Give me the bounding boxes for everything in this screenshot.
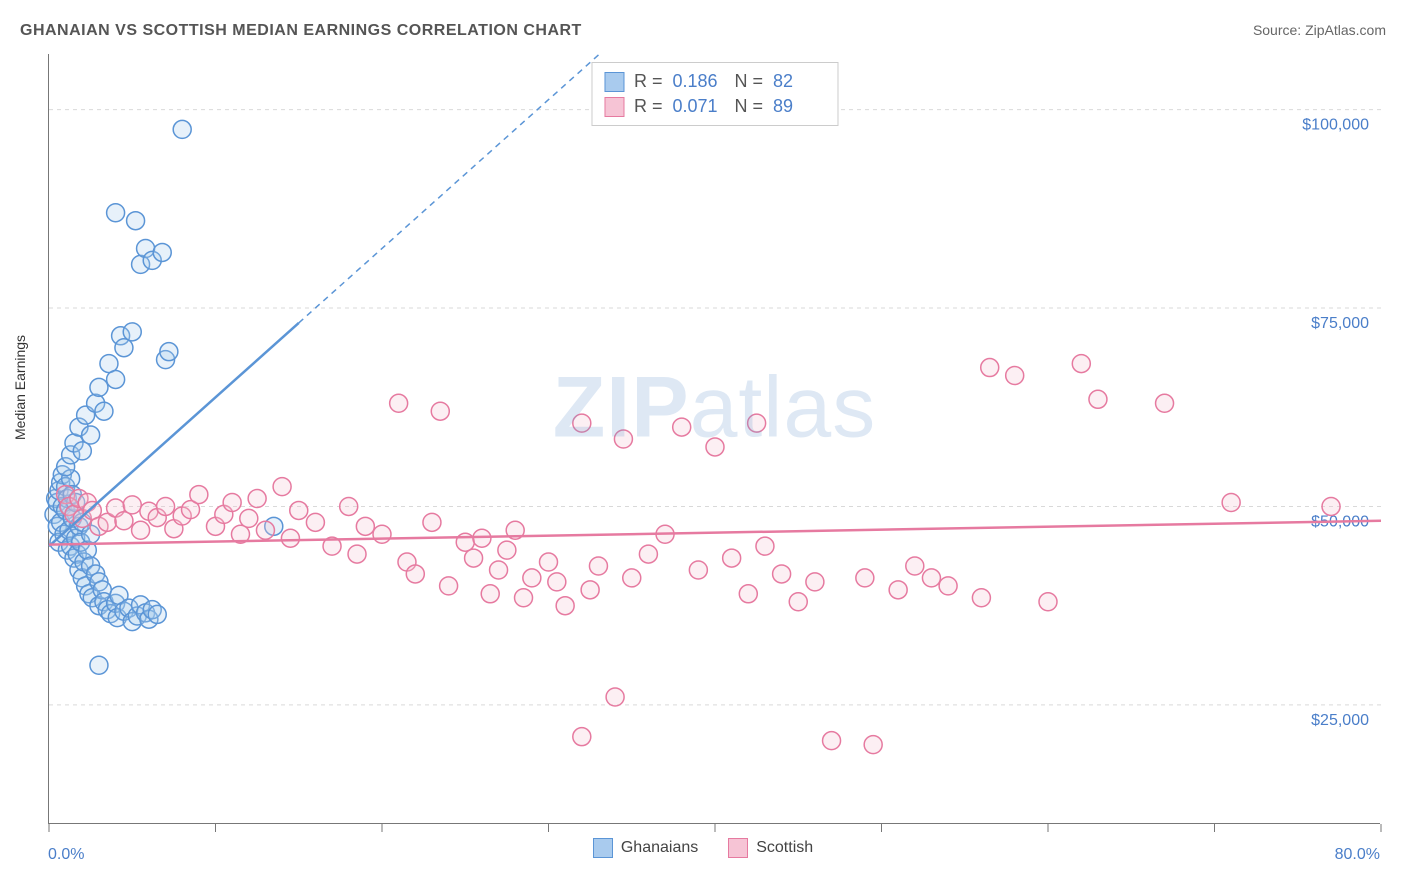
legend-swatch [604, 72, 624, 92]
chart-header: GHANAIAN VS SCOTTISH MEDIAN EARNINGS COR… [20, 22, 1386, 40]
plot-area: ZIPatlas $25,000$50,000$75,000$100,000 R… [48, 54, 1380, 824]
legend-label: Ghanaians [621, 839, 698, 857]
r-label: R = [634, 71, 663, 92]
chart-source: Source: ZipAtlas.com [1253, 22, 1386, 38]
legend-swatch [604, 97, 624, 117]
legend-swatch [728, 838, 748, 858]
correlation-legend: R = 0.186 N = 82 R = 0.071 N = 89 [591, 62, 838, 126]
legend-item: Ghanaians [593, 838, 698, 858]
n-label: N = [735, 96, 764, 117]
correlation-legend-row: R = 0.186 N = 82 [604, 69, 825, 94]
y-axis-label: Median Earnings [12, 335, 28, 440]
r-label: R = [634, 96, 663, 117]
trend-line-dashed [299, 54, 600, 323]
n-value: 82 [773, 71, 825, 92]
legend-label: Scottish [756, 839, 813, 857]
trend-line-solid [49, 323, 299, 546]
n-value: 89 [773, 96, 825, 117]
r-value: 0.071 [673, 96, 725, 117]
correlation-legend-row: R = 0.071 N = 89 [604, 94, 825, 119]
trend-line-solid [49, 521, 1381, 545]
legend-swatch [593, 838, 613, 858]
legend-item: Scottish [728, 838, 813, 858]
series-legend: Ghanaians Scottish [0, 838, 1406, 858]
n-label: N = [735, 71, 764, 92]
trend-layer [49, 54, 1380, 823]
r-value: 0.186 [673, 71, 725, 92]
chart-title: GHANAIAN VS SCOTTISH MEDIAN EARNINGS COR… [20, 22, 582, 40]
